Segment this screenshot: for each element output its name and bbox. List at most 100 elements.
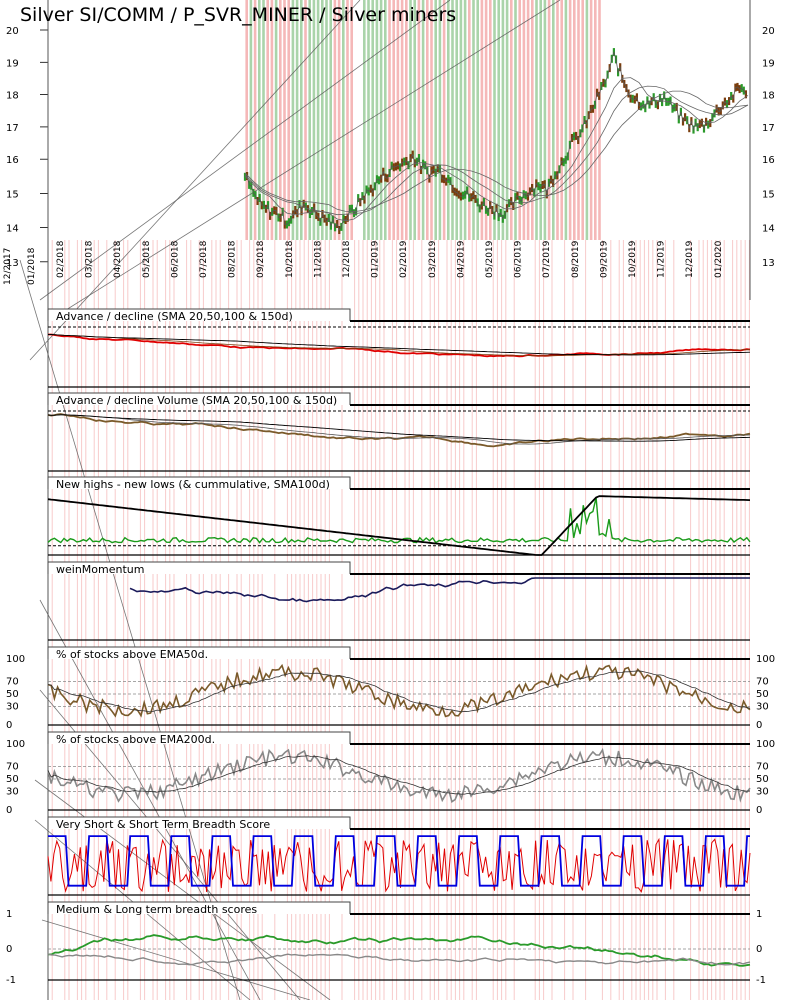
panel-tab: [47, 731, 351, 744]
market-band-green: [472, 0, 475, 240]
price-moving-average: [244, 90, 749, 213]
ad-sma: [48, 334, 751, 357]
market-band-red: [598, 0, 601, 240]
market-band-green: [447, 0, 450, 240]
market-band-green: [514, 0, 517, 240]
market-band-green: [463, 0, 467, 240]
date-label: 01/2018: [27, 247, 37, 285]
market-band-green: [501, 0, 505, 240]
date-label: 12/2018: [342, 240, 352, 278]
market-band-red: [547, 0, 551, 240]
market-band-red: [442, 0, 446, 240]
reference-diagonal: [29, 0, 361, 361]
market-band-red: [589, 0, 593, 240]
market-band-red: [392, 0, 395, 240]
market-band-red: [333, 0, 337, 240]
ema-sma: [47, 755, 751, 795]
market-band-red: [279, 0, 282, 240]
market-band-red: [430, 0, 433, 240]
panel-title: weinMomentum: [56, 563, 144, 576]
market-band-red: [245, 0, 248, 240]
market-band-red: [531, 0, 534, 240]
date-label: 11/2018: [313, 240, 323, 278]
market-band-green: [258, 0, 261, 240]
panel-tick-left: 70: [6, 762, 19, 773]
market-band-red: [426, 0, 429, 240]
panel-tick-left: 100: [6, 654, 25, 665]
market-band-green: [312, 0, 316, 240]
price-tick-left: 14: [6, 224, 19, 235]
volume-sma: [47, 414, 751, 445]
score-medium-green: [48, 934, 751, 967]
date-label: 04/2018: [113, 240, 123, 278]
market-band-green: [342, 0, 345, 240]
panel-tick-left: 70: [6, 677, 19, 688]
date-label: 02/2018: [56, 240, 66, 278]
market-band-red: [568, 0, 572, 240]
ema50-line: [47, 663, 751, 718]
date-label: 11/2019: [657, 240, 667, 278]
date-label: 09/2018: [256, 240, 266, 278]
price-tick-left: 13: [6, 258, 19, 269]
panel-title: Advance / decline (SMA 20,50,100 & 150d): [56, 310, 293, 323]
market-band-green: [379, 0, 383, 240]
market-band-green: [329, 0, 332, 240]
reference-diagonal: [39, 599, 261, 1000]
market-band-green: [291, 0, 295, 240]
ema-sma: [47, 670, 751, 713]
market-band-green: [316, 0, 320, 240]
panel-tick-right: 0: [756, 805, 762, 816]
market-band-green: [325, 0, 328, 240]
panel-tick-left: 0: [6, 944, 12, 955]
price-tick-right: 16: [762, 155, 775, 166]
market-band-green: [321, 0, 324, 240]
price-tick-right: 17: [762, 123, 775, 134]
date-label: 06/2019: [514, 240, 524, 278]
market-band-red: [405, 0, 408, 240]
market-band-red: [556, 0, 559, 240]
price-tick-left: 18: [6, 91, 19, 102]
panel-tick-left: 50: [6, 774, 19, 785]
panel-tick-left: 100: [6, 739, 25, 750]
price-tick-right: 15: [762, 189, 775, 200]
market-band-green: [262, 0, 265, 240]
score-short-blue: [48, 835, 750, 887]
price-tick-right: 20: [762, 26, 775, 37]
market-band-green: [505, 0, 509, 240]
date-label: 02/2019: [399, 240, 409, 278]
panel-tick-left: 30: [6, 786, 19, 797]
date-label: 12/2019: [685, 240, 695, 278]
panel-tick-right: -1: [756, 975, 766, 986]
market-band-green: [459, 0, 463, 240]
panel-tick-right: 30: [756, 701, 769, 712]
market-band-red: [510, 0, 513, 240]
date-label: 08/2018: [228, 240, 238, 278]
reference-diagonal: [19, 259, 241, 1000]
market-band-red: [468, 0, 471, 240]
date-label: 05/2018: [142, 240, 152, 278]
score-long-gray: [47, 953, 751, 966]
market-band-green: [493, 0, 496, 240]
date-label: 08/2019: [571, 240, 581, 278]
panel-tick-right: 50: [756, 774, 769, 785]
market-band-red: [350, 0, 353, 240]
date-label: 10/2019: [628, 240, 638, 278]
market-band-red: [400, 0, 404, 240]
panel-tab: [47, 901, 351, 914]
panel-tick-right: 100: [756, 654, 775, 665]
panel-title: Advance / decline Volume (SMA 20,50,100 …: [56, 394, 337, 407]
reference-diagonal: [49, 0, 561, 321]
market-band-red: [346, 0, 349, 240]
market-band-red: [304, 0, 307, 240]
panel-tab: [47, 816, 351, 829]
market-band-red: [253, 0, 257, 240]
panel-tick-left: 1: [6, 909, 12, 920]
market-band-red: [396, 0, 400, 240]
date-label: 09/2019: [599, 240, 609, 278]
price-tick-right: 19: [762, 58, 775, 69]
panel-title: Medium & Long term breadth scores: [56, 903, 257, 916]
panel-tick-right: 50: [756, 689, 769, 700]
market-band-green: [409, 0, 412, 240]
panel-title: % of stocks above EMA200d.: [56, 733, 215, 746]
